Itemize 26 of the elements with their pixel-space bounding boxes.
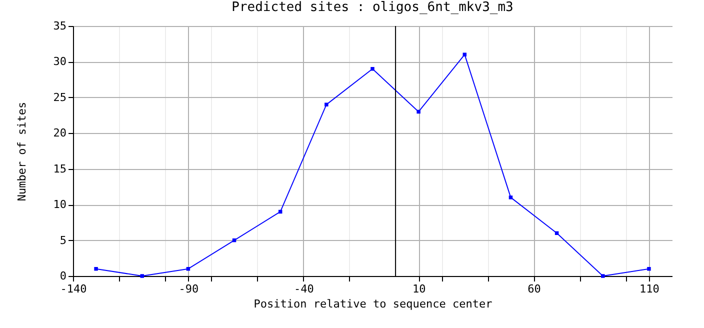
point [370,66,374,71]
y-tick-label: 0 [60,270,66,282]
y-tick-label: 15 [53,162,66,176]
point [462,52,467,56]
point [508,196,513,200]
y-tick-label: 10 [53,198,66,212]
x-tick-label: 110 [640,282,660,296]
point [140,274,144,278]
x-tick-label: -90 [178,282,199,296]
y-tick-label: 30 [53,55,66,68]
x-tick-label: -40 [294,282,314,296]
point [324,102,328,106]
point [416,110,420,114]
point [601,274,605,278]
x-tick-label: 60 [528,282,541,296]
y-tick-label: 20 [53,126,66,140]
chart-title: Predicted sites : oligos_6nt_mkv3_m3 [232,0,514,15]
x-tick-label: 10 [412,282,426,296]
y-tick-label: 25 [53,90,66,104]
x-tick-label: -140 [60,282,87,296]
point [94,266,98,271]
y-axis-title: Number of sites [15,102,28,202]
x-axis-title: Position relative to sequence center [254,298,493,310]
point [647,266,651,271]
y-tick-label: 5 [60,234,66,247]
y-tick-label: 35 [53,20,66,32]
